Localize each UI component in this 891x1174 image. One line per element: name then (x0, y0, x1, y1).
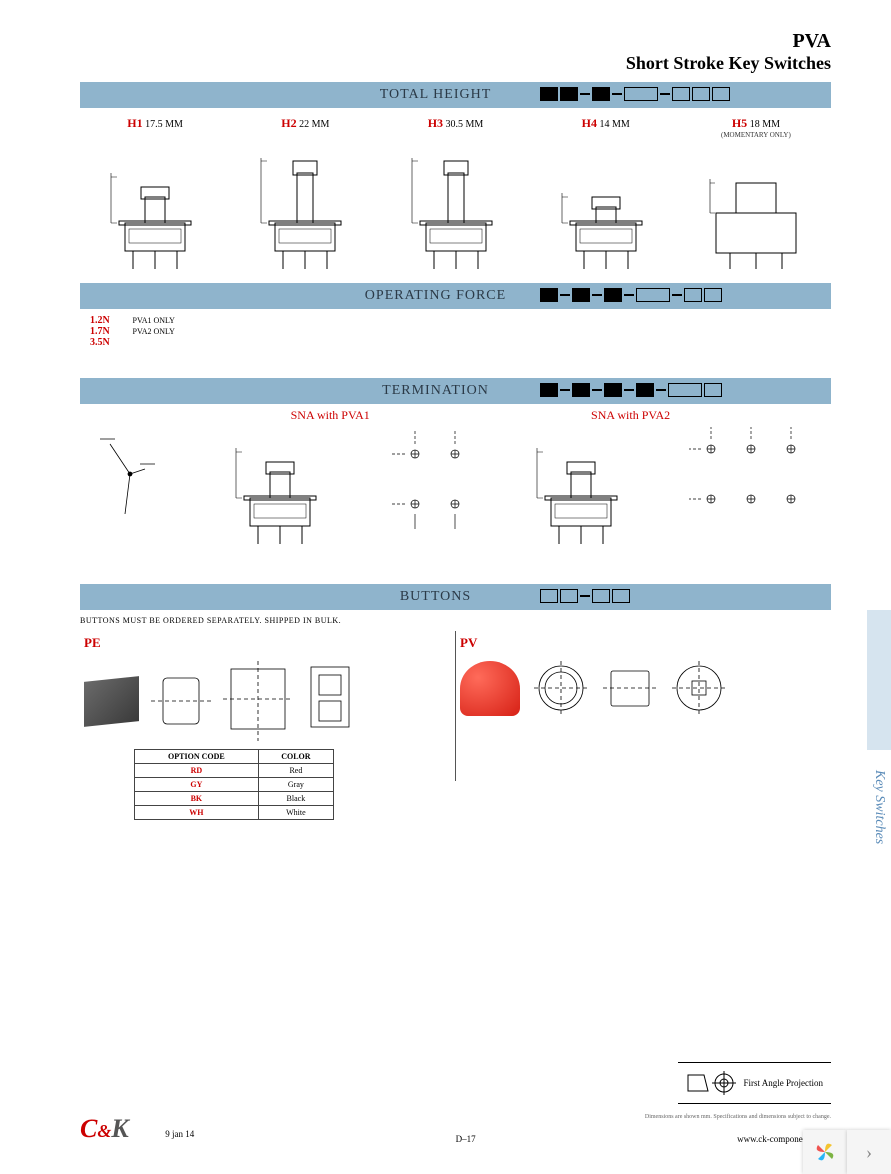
code-box (592, 87, 610, 101)
pe-button-photo (84, 676, 139, 727)
switch-drawing-sna1 (230, 428, 320, 568)
ck-logo: C&K (80, 1114, 135, 1143)
code-boxes (540, 383, 722, 397)
code-box (684, 288, 702, 302)
force-option: 1.7N PVA2 ONLY (90, 326, 831, 337)
code-box (636, 383, 654, 397)
table-row: GYGray (135, 778, 334, 792)
height-option: H4 14 MM (531, 116, 681, 139)
series-code: PVA (80, 30, 831, 53)
code-boxes (540, 589, 630, 603)
code-box (612, 93, 622, 95)
force-option: 3.5N (90, 337, 831, 348)
table-row: RDRed (135, 764, 334, 778)
footer-date: 9 jan 14 (165, 1129, 194, 1139)
code-box (604, 288, 622, 302)
table-row: WHWhite (135, 806, 334, 820)
pcb-layout-pva2 (681, 414, 821, 554)
pcb-layout-pva1 (380, 414, 500, 554)
code-box (636, 288, 670, 302)
code-box (624, 87, 658, 101)
code-box (592, 389, 602, 391)
code-box (580, 595, 590, 597)
code-box (704, 288, 722, 302)
height-option: H1 17.5 MM (80, 116, 230, 139)
section-bar-termination: TERMINATION (80, 378, 831, 404)
code-box (604, 383, 622, 397)
code-box (572, 288, 590, 302)
code-box (540, 87, 558, 101)
code-box (580, 93, 590, 95)
code-box (540, 383, 558, 397)
section-title: TOTAL HEIGHT (380, 87, 492, 103)
page-subtitle: Short Stroke Key Switches (80, 53, 831, 74)
nav-next-button[interactable]: › (847, 1130, 891, 1174)
pv-outline-bottom (672, 661, 727, 716)
code-box (624, 294, 634, 296)
pv-outline-top (534, 661, 589, 716)
code-box (560, 589, 578, 603)
section-title: OPERATING FORCE (365, 288, 506, 304)
section-title: BUTTONS (400, 589, 471, 605)
color-option-table: OPTION CODE COLOR RDRedGYGrayBKBlackWHWh… (134, 749, 334, 820)
pe-outline-bottom (305, 661, 355, 741)
code-box (560, 294, 570, 296)
force-option: 1.2N PVA1 ONLY (90, 315, 831, 326)
buttons-order-note: BUTTONS MUST BE ORDERED SEPARATELY. SHIP… (80, 616, 831, 625)
section-bar-operating-force: OPERATING FORCE (80, 283, 831, 309)
code-box (656, 389, 666, 391)
pin-angle-drawing (80, 414, 200, 554)
pe-outline-side (223, 661, 293, 741)
code-box (592, 589, 610, 603)
section-bar-buttons: BUTTONS (80, 584, 831, 610)
switch-drawing-sna2 (531, 428, 621, 568)
switch-drawing-h3 (406, 153, 506, 273)
pinwheel-icon (811, 1138, 839, 1166)
code-box (672, 87, 690, 101)
termination-drawings: SNA with PVA1 SNA with PVA2 (80, 414, 831, 574)
section-bar-total-height: TOTAL HEIGHT (80, 82, 831, 108)
code-box (704, 383, 722, 397)
page-number: D–17 (456, 1134, 476, 1144)
switch-drawing-h4 (556, 153, 656, 273)
code-box (668, 383, 702, 397)
switch-drawing-h1 (105, 153, 205, 273)
code-box (712, 87, 730, 101)
height-drawings (80, 143, 831, 273)
code-box (660, 93, 670, 95)
code-box (560, 389, 570, 391)
section-title: TERMINATION (382, 383, 489, 399)
code-box (560, 87, 578, 101)
code-box (672, 294, 682, 296)
code-box (624, 389, 634, 391)
nav-corner: › (803, 1130, 891, 1174)
side-tab-label: Key Switches (871, 770, 887, 844)
height-option: H3 30.5 MM (380, 116, 530, 139)
table-header-code: OPTION CODE (135, 750, 259, 764)
projection-label: First Angle Projection (744, 1078, 824, 1088)
height-option: H5 18 MM(MOMENTARY ONLY) (681, 116, 831, 139)
side-tab (867, 610, 891, 750)
code-boxes (540, 87, 730, 101)
table-header-color: COLOR (258, 750, 333, 764)
first-angle-icon (686, 1071, 736, 1095)
button-code-pe: PE (84, 635, 451, 651)
code-box (540, 288, 558, 302)
code-box (692, 87, 710, 101)
pe-outline-front (151, 666, 211, 736)
height-option: H2 22 MM (230, 116, 380, 139)
pv-outline-side (603, 661, 658, 716)
code-box (540, 589, 558, 603)
switch-drawing-h2 (255, 153, 355, 273)
projection-box: First Angle Projection (678, 1062, 832, 1104)
table-row: BKBlack (135, 792, 334, 806)
code-box (592, 294, 602, 296)
switch-drawing-h5 (706, 153, 806, 273)
code-box (612, 589, 630, 603)
pv-button-photo (460, 661, 520, 716)
code-boxes (540, 288, 722, 302)
button-code-pv: PV (460, 635, 827, 651)
nav-home-button[interactable] (803, 1130, 847, 1174)
code-box (572, 383, 590, 397)
